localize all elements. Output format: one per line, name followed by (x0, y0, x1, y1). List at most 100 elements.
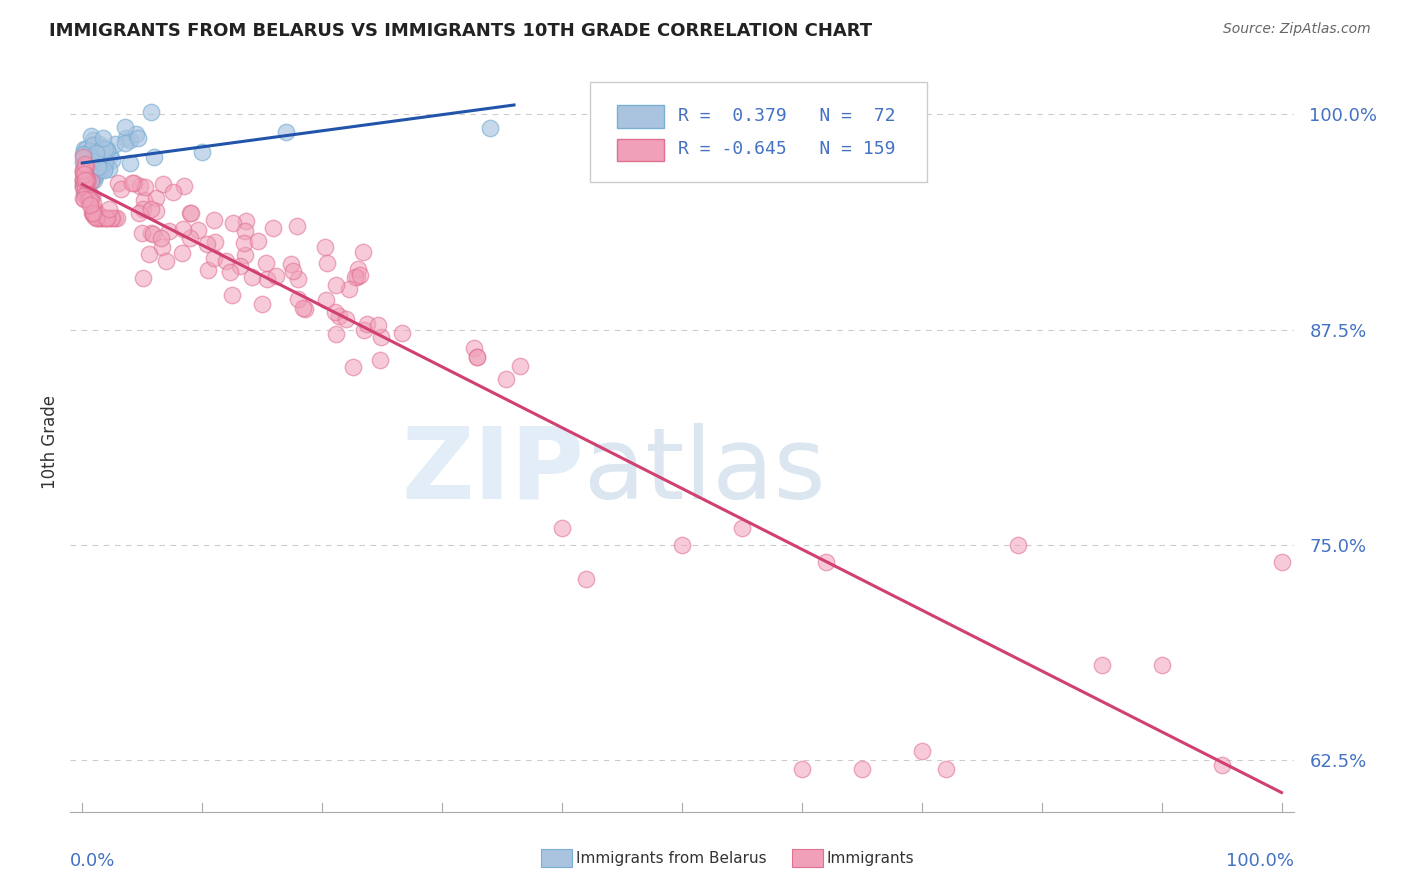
Point (463, 341, 485, 355)
Point (145, 204, 167, 219)
Point (197, 263, 219, 277)
Point (155, 254, 177, 268)
Point (75, 172, 97, 186)
Text: Immigrants from Belarus: Immigrants from Belarus (576, 851, 768, 865)
Point (72, 173, 94, 187)
Point (79, 171, 101, 186)
Point (120, 132, 142, 146)
Point (114, 136, 136, 150)
Point (814, 555, 837, 569)
Point (72, 180, 94, 194)
Point (97, 162, 120, 177)
Point (96, 142, 118, 156)
Point (82, 206, 104, 220)
Point (122, 176, 145, 190)
Point (132, 271, 155, 285)
Point (316, 255, 339, 269)
Point (851, 762, 873, 776)
Point (79, 193, 101, 207)
Point (72, 178, 94, 193)
Point (94, 159, 117, 173)
Point (129, 179, 152, 194)
Point (671, 538, 693, 552)
Point (89, 161, 111, 176)
Point (132, 202, 155, 216)
Point (75, 184, 97, 198)
Point (79, 150, 101, 164)
Point (911, 744, 934, 758)
Point (314, 240, 336, 254)
Point (94, 155, 117, 169)
Point (72, 166, 94, 180)
Point (82, 204, 104, 219)
Text: 0.0%: 0.0% (70, 853, 115, 871)
Point (93, 143, 115, 157)
Point (83, 161, 105, 175)
Point (91, 158, 114, 172)
Point (235, 248, 257, 262)
Point (77, 188, 100, 202)
Point (229, 259, 252, 273)
Point (80, 171, 103, 186)
Point (86, 152, 108, 166)
Point (80, 174, 103, 188)
Point (72, 150, 94, 164)
Point (150, 230, 173, 244)
Point (96, 211, 118, 225)
Point (347, 262, 370, 277)
Point (82, 138, 104, 153)
Point (77, 193, 100, 207)
Point (150, 240, 173, 254)
Point (82, 196, 104, 211)
Point (367, 318, 389, 333)
Point (75, 161, 97, 176)
Point (72, 163, 94, 178)
Point (87, 137, 110, 152)
Point (77, 147, 100, 161)
Point (731, 521, 754, 535)
Point (79, 128, 101, 143)
Point (90, 141, 112, 155)
Point (72, 146, 94, 161)
Point (343, 270, 366, 285)
Point (346, 270, 368, 285)
Point (96, 211, 118, 225)
Point (141, 202, 163, 216)
Point (1150, 658, 1173, 673)
FancyBboxPatch shape (591, 82, 927, 183)
Text: 100.0%: 100.0% (1226, 853, 1294, 871)
Point (84, 161, 107, 175)
Point (315, 293, 337, 308)
Text: Source: ZipAtlas.com: Source: ZipAtlas.com (1223, 22, 1371, 37)
Point (75, 168, 97, 182)
Point (80, 158, 103, 172)
Point (180, 206, 202, 220)
Point (342, 360, 364, 375)
Point (120, 155, 142, 169)
Point (72, 178, 94, 192)
Point (77, 174, 100, 188)
Point (76, 185, 98, 199)
Point (104, 136, 127, 151)
Point (790, 762, 813, 776)
Point (72, 155, 94, 169)
Point (75, 170, 97, 185)
Point (100, 153, 122, 167)
Y-axis label: 10th Grade: 10th Grade (41, 394, 59, 489)
Point (87, 211, 110, 225)
Point (240, 269, 263, 284)
Point (575, 572, 598, 586)
Point (132, 194, 155, 208)
Text: R =  0.379   N =  72: R = 0.379 N = 72 (678, 107, 896, 125)
Point (84, 146, 107, 161)
Point (83, 202, 105, 217)
Point (72, 185, 94, 199)
Point (256, 272, 278, 286)
Point (83, 169, 105, 183)
Point (128, 206, 150, 220)
Point (152, 177, 174, 191)
Point (84, 210, 107, 224)
Point (73, 187, 96, 202)
Point (80, 173, 103, 187)
Point (77, 185, 100, 199)
